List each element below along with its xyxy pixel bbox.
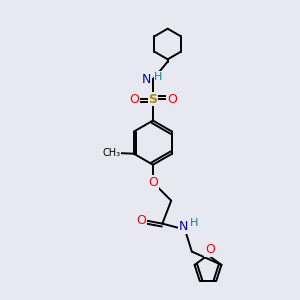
- Text: H: H: [190, 218, 198, 228]
- Text: O: O: [205, 243, 215, 256]
- Text: S: S: [148, 93, 158, 106]
- Text: N: N: [178, 220, 188, 233]
- Text: O: O: [136, 214, 146, 227]
- Text: O: O: [167, 93, 177, 106]
- Text: N: N: [142, 73, 151, 86]
- Text: CH₃: CH₃: [102, 148, 121, 158]
- Text: H: H: [154, 72, 162, 82]
- Text: O: O: [129, 93, 139, 106]
- Text: O: O: [148, 176, 158, 189]
